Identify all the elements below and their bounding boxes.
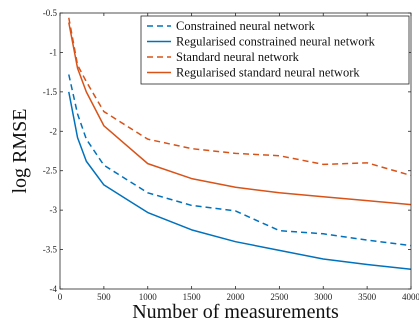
series-line-3 (68, 17, 412, 177)
x-tick-label: 2500 (270, 292, 289, 302)
x-tick-label: 0 (58, 292, 63, 302)
legend: Constrained neural network Regularised co… (140, 15, 410, 85)
legend-entry-label: Constrained neural network (176, 19, 316, 33)
legend-entry-label: Standard neural network (176, 50, 300, 64)
legend-entry-label: Regularised constrained neural network (176, 35, 376, 49)
x-tick-label: 3500 (358, 292, 377, 302)
tick-layer: 0 500 1000 1500 2000 2500 3000 3500 4000 -0.5 -1 -1… (43, 8, 419, 302)
x-tick-label: 1000 (139, 292, 158, 302)
y-tick-label: -1 (50, 47, 58, 57)
series-layer (68, 17, 412, 271)
legend-entry-label: Regularised standard neural network (176, 66, 360, 80)
y-tick-label: -4 (50, 284, 58, 294)
x-axis-label: Number of measurements (132, 301, 339, 322)
y-axis-label: log RMSE (9, 108, 31, 193)
y-tick-label: -1.5 (43, 87, 58, 97)
y-tick-label: -0.5 (43, 8, 58, 18)
series-line-4 (68, 22, 412, 206)
x-tick-label: 3000 (314, 292, 333, 302)
x-tick-label: 4000 (402, 292, 419, 302)
y-tick-label: -2.5 (43, 166, 58, 176)
x-tick-label: 2000 (227, 292, 246, 302)
y-tick-label: -3 (50, 205, 58, 215)
series-line-1 (68, 74, 412, 247)
x-tick-label: 500 (97, 292, 111, 302)
y-tick-label: -3.5 (43, 245, 58, 255)
series-line-2 (68, 91, 412, 271)
x-tick-label: 1500 (183, 292, 202, 302)
legend-box (140, 15, 410, 85)
y-tick-label: -2 (50, 126, 58, 136)
